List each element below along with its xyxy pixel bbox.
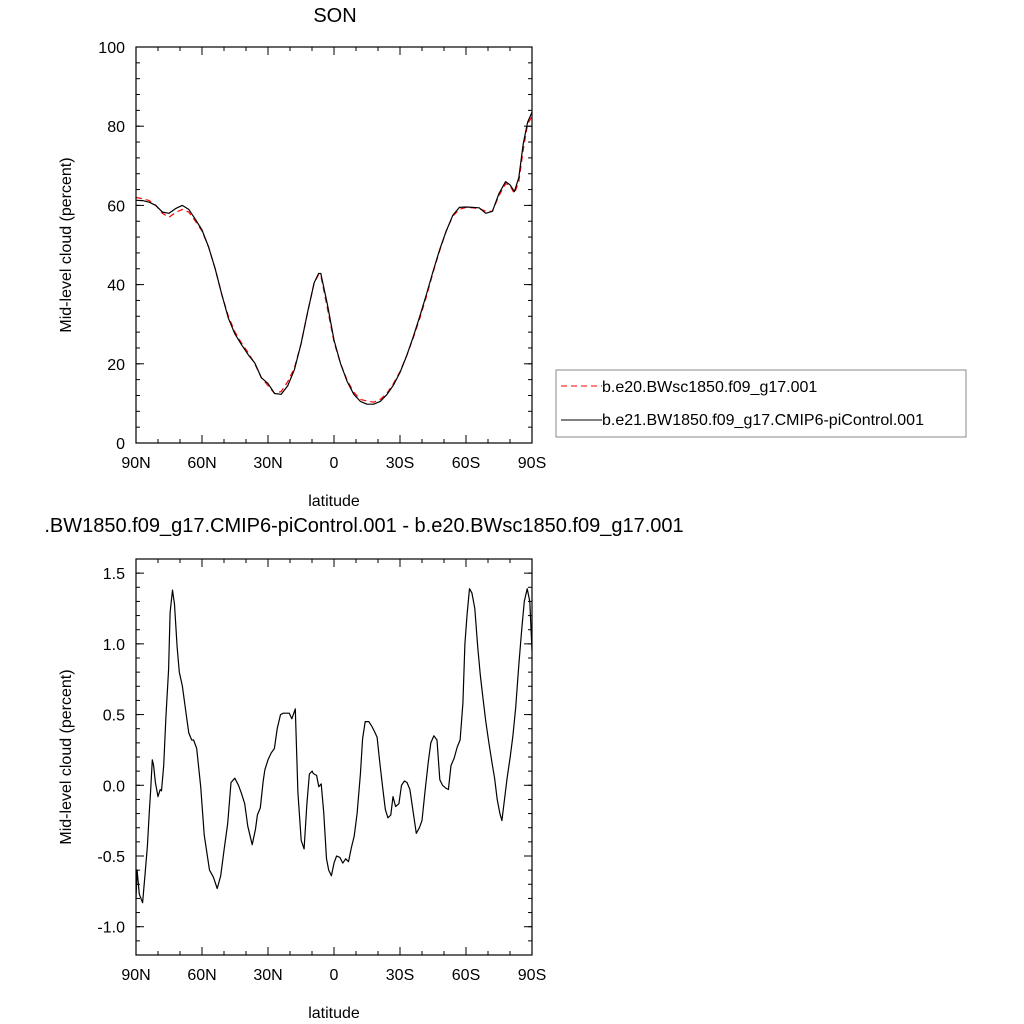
bottom-x-tick-label: 90S [518,967,546,984]
top-x-tick-label: 60N [187,455,216,472]
top-x-tick-label: 90N [121,455,150,472]
legend: b.e20.BWsc1850.f09_g17.001 b.e21.BW1850.… [555,369,967,438]
bottom-series-line-0 [135,588,533,904]
top-x-tick-label: 60S [452,455,480,472]
bottom-y-tick-label: -1.0 [97,920,125,937]
top-y-tick-label: 60 [107,198,125,215]
bottom-x-tick-label: 30N [253,967,282,984]
bottom-y-tick-label: 0.5 [103,708,125,725]
legend-label-1: b.e21.BW1850.f09_g17.CMIP6-piControl.001 [602,412,924,429]
top-axis-ticks: 90N 60N 30N 0 30S 60S 90S 0 20 40 60 80 100 [98,40,546,472]
top-y-tick-label: 100 [98,40,125,57]
bottom-y-tick-label: 1.0 [103,637,125,654]
top-x-tick-label: 30S [386,455,414,472]
bottom-y-tick-label: 1.5 [103,566,125,583]
top-x-tick-label: 30N [253,455,282,472]
top-y-axis-label: Mid-level cloud (percent) [58,157,75,332]
bottom-series [135,588,533,904]
bottom-title: .BW1850.f09_g17.CMIP6-piControl.001 - b.… [44,515,683,537]
top-panel: SON Mid-level cloud (percent) latitude 9… [58,5,967,510]
top-series-line-1 [135,112,533,405]
top-y-tick-label: 20 [107,357,125,374]
bottom-panel: .BW1850.f09_g17.CMIP6-piControl.001 - b.… [44,515,683,1022]
bottom-plot-frame [135,558,533,956]
bottom-axis-ticks: 90N 60N 30N 0 30S 60S 90S -1.0 -0.5 0.0 0.5 1.0 1.5 [97,558,546,984]
top-plot-frame [135,46,533,444]
top-series-line-0 [135,116,533,403]
legend-box [555,369,967,438]
top-y-tick-label: 0 [116,436,125,453]
bottom-x-tick-label: 90N [121,967,150,984]
bottom-y-axis-label: Mid-level cloud (percent) [58,669,75,844]
bottom-y-tick-label: -0.5 [97,849,125,866]
legend-label-0: b.e20.BWsc1850.f09_g17.001 [602,379,817,396]
top-y-tick-label: 80 [107,119,125,136]
top-series [135,112,533,405]
top-y-tick-label: 40 [107,278,125,295]
top-x-tick-label: 90S [518,455,546,472]
bottom-x-tick-label: 60S [452,967,480,984]
bottom-x-tick-label: 60N [187,967,216,984]
bottom-x-tick-label: 30S [386,967,414,984]
bottom-y-tick-label: 0.0 [103,778,125,795]
bottom-x-tick-label: 0 [330,967,339,984]
top-x-tick-label: 0 [330,455,339,472]
top-title: SON [313,5,356,27]
top-x-axis-label: latitude [308,493,360,510]
bottom-x-axis-label: latitude [308,1005,360,1022]
